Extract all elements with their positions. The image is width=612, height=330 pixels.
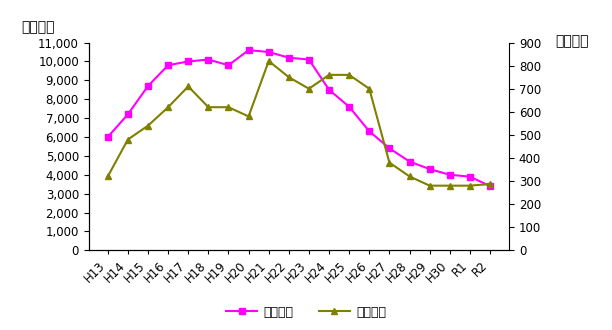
志願者数 xyxy=(245,48,252,52)
合格者数 xyxy=(165,105,172,109)
志願者数 xyxy=(426,167,433,171)
合格者数 xyxy=(487,182,494,186)
志願者数 xyxy=(365,129,373,133)
合格者数 xyxy=(446,184,453,188)
志願者数 xyxy=(386,146,393,150)
合格者数 xyxy=(365,87,373,91)
志願者数 xyxy=(406,159,413,163)
志願者数 xyxy=(265,50,272,54)
合格者数 xyxy=(305,87,313,91)
志願者数 xyxy=(104,135,111,139)
志願者数 xyxy=(285,56,293,60)
合格者数 xyxy=(406,175,413,179)
合格者数 xyxy=(144,124,152,128)
合格者数 xyxy=(326,73,333,77)
Line: 志願者数: 志願者数 xyxy=(105,47,493,189)
志願者数 xyxy=(124,112,132,116)
志願者数 xyxy=(165,63,172,67)
合格者数 xyxy=(104,175,111,179)
合格者数 xyxy=(265,59,272,63)
志願者数 xyxy=(446,173,453,177)
合格者数 xyxy=(466,184,474,188)
志願者数 xyxy=(466,175,474,179)
合格者数 xyxy=(124,138,132,142)
志願者数 xyxy=(204,57,212,61)
Y-axis label: 合格者数: 合格者数 xyxy=(556,34,589,48)
志願者数 xyxy=(487,184,494,188)
合格者数 xyxy=(426,184,433,188)
合格者数 xyxy=(245,115,252,118)
志願者数 xyxy=(305,57,313,61)
Y-axis label: 志願者数: 志願者数 xyxy=(21,20,55,34)
志願者数 xyxy=(326,88,333,92)
Line: 合格者数: 合格者数 xyxy=(104,57,493,189)
合格者数 xyxy=(285,75,293,79)
志願者数 xyxy=(144,84,152,88)
合格者数 xyxy=(346,73,353,77)
志願者数 xyxy=(225,63,232,67)
合格者数 xyxy=(185,84,192,88)
合格者数 xyxy=(386,161,393,165)
合格者数 xyxy=(204,105,212,109)
志願者数 xyxy=(346,105,353,109)
Legend: 志願者数, 合格者数: 志願者数, 合格者数 xyxy=(221,301,391,324)
合格者数 xyxy=(225,105,232,109)
志願者数 xyxy=(185,59,192,63)
